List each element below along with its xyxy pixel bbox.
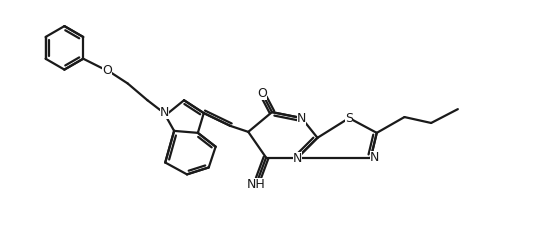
Text: O: O — [257, 87, 267, 100]
Text: S: S — [345, 112, 353, 125]
Text: N: N — [370, 151, 379, 164]
Text: NH: NH — [247, 178, 266, 191]
Text: O: O — [102, 64, 112, 77]
Text: N: N — [297, 112, 306, 125]
Text: N: N — [159, 106, 169, 119]
Text: N: N — [293, 152, 302, 165]
